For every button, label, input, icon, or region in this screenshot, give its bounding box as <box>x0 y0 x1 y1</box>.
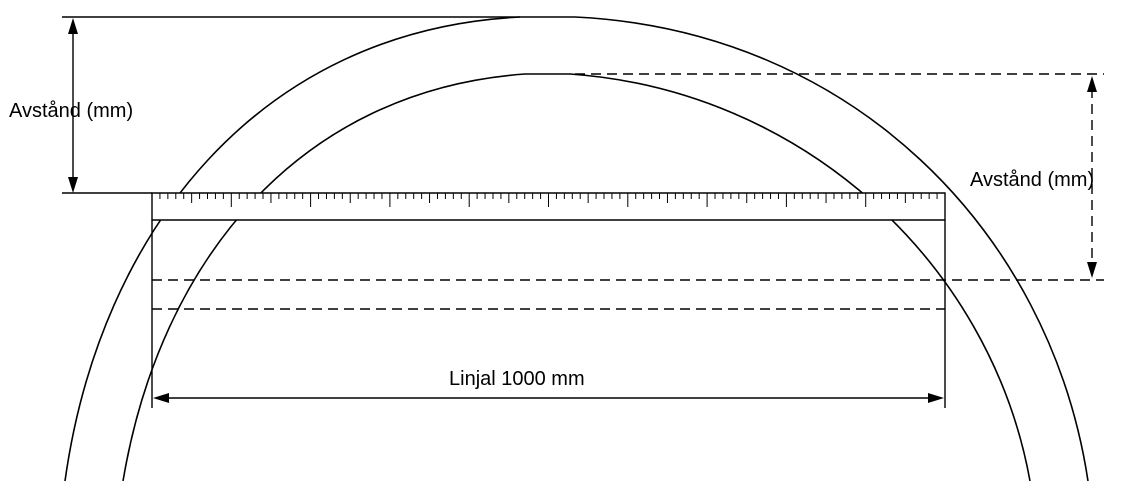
distance-label-left: Avstånd (mm) <box>9 100 134 122</box>
length-arrow-right <box>928 393 944 403</box>
left-arrow-up <box>68 18 78 34</box>
right-arrow-down <box>1087 262 1097 278</box>
distance-label-right: Avstånd (mm) <box>970 169 1095 191</box>
outer-arc <box>65 17 1088 481</box>
ruler-length-label: Linjal 1000 mm <box>449 368 585 390</box>
left-arrow-down <box>68 177 78 193</box>
right-arrow-up <box>1087 76 1097 92</box>
inner-arc <box>123 74 1030 481</box>
ruler-ticks <box>160 193 937 207</box>
length-arrow-left <box>153 393 169 403</box>
